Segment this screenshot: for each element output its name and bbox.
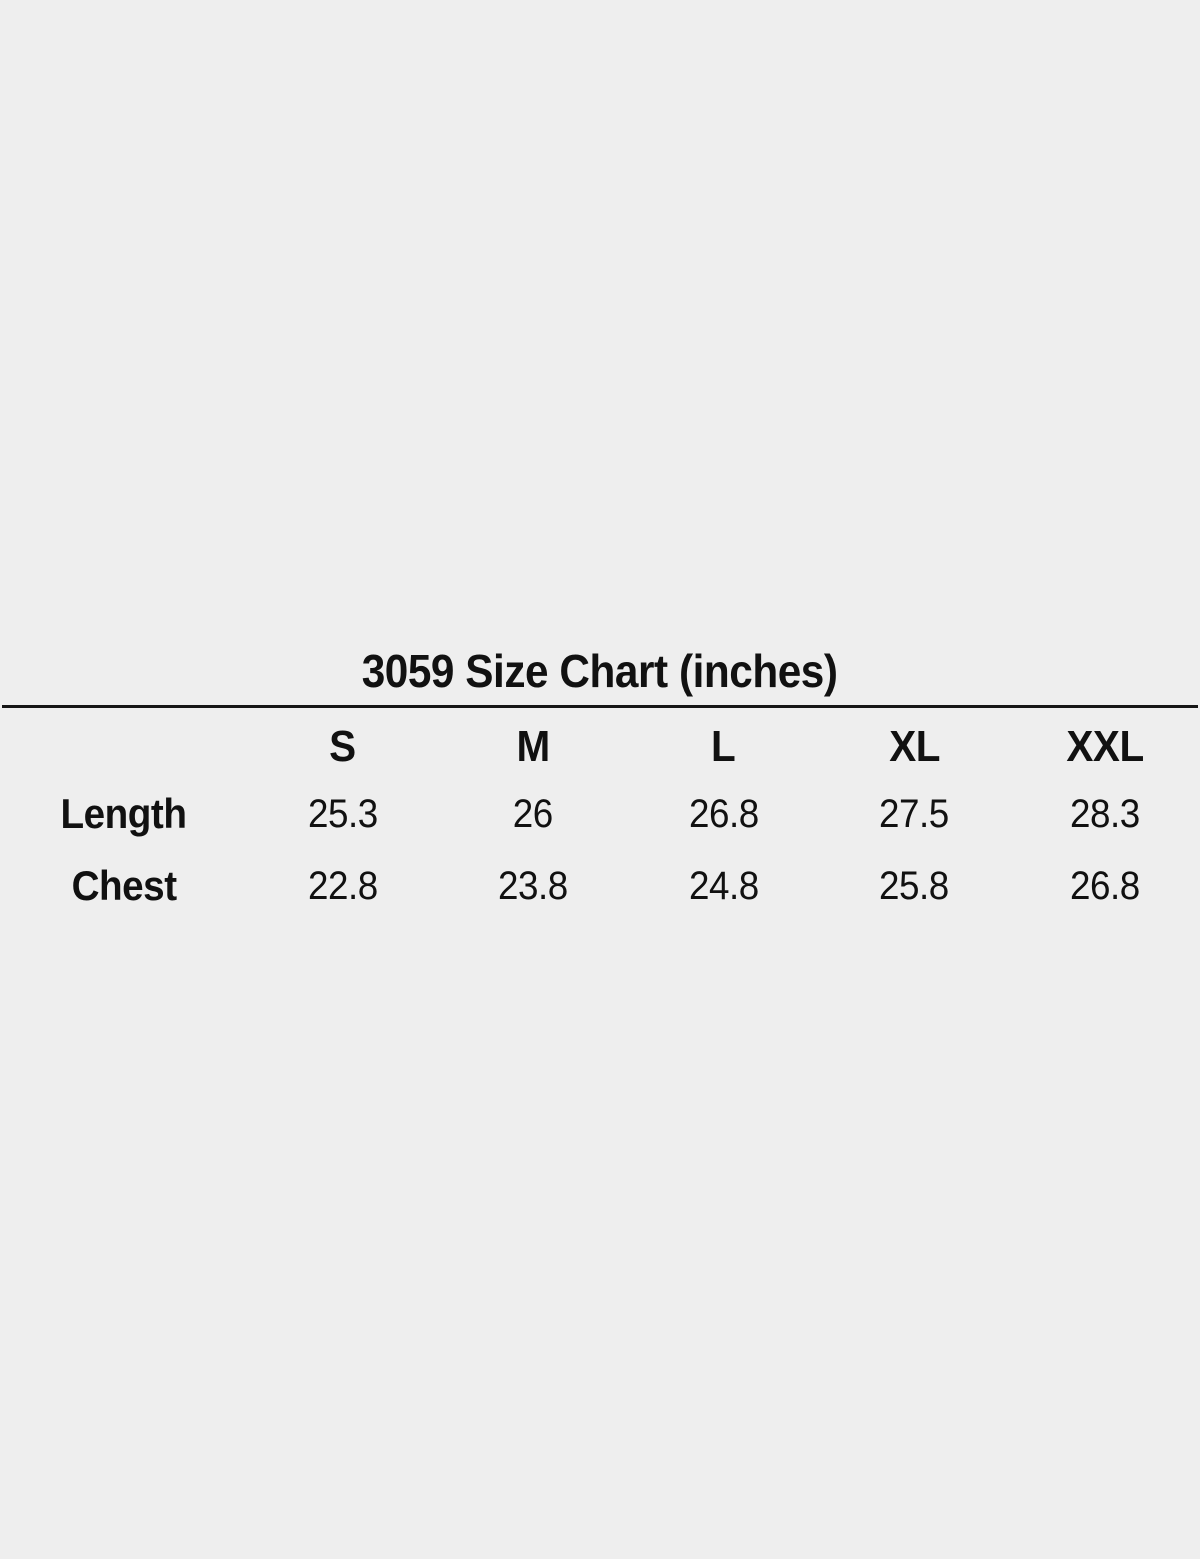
table-row-length: Length 25.3 26 26.8 27.5 28.3 — [0, 778, 1200, 850]
size-header-row: S M L XL XXL — [0, 716, 1200, 778]
header-size-xl-label: XL — [888, 722, 940, 771]
cell-chest-xxl: 26.8 — [1009, 850, 1200, 922]
size-chart-title-text: 3059 Size Chart (inches) — [362, 645, 838, 697]
title-divider-line — [2, 705, 1198, 708]
cell-length-s: 25.3 — [247, 778, 438, 850]
cell-chest-s-value: 22.8 — [307, 863, 378, 908]
header-size-xl: XL — [819, 716, 1010, 778]
header-size-xxl-label: XXL — [1066, 722, 1144, 771]
size-chart-title: 3059 Size Chart (inches) — [0, 646, 1200, 696]
row-label-length-text: Length — [60, 790, 187, 837]
cell-chest-s: 22.8 — [247, 850, 438, 922]
cell-length-xxl-value: 28.3 — [1069, 791, 1140, 836]
cell-length-xxl: 28.3 — [1009, 778, 1200, 850]
cell-chest-l-value: 24.8 — [688, 863, 759, 908]
cell-chest-xl-value: 25.8 — [879, 863, 950, 908]
header-empty-cell — [0, 716, 247, 778]
cell-length-xl: 27.5 — [819, 778, 1010, 850]
cell-length-l-value: 26.8 — [688, 791, 759, 836]
cell-chest-l: 24.8 — [628, 850, 819, 922]
cell-length-m: 26 — [438, 778, 629, 850]
cell-length-xl-value: 27.5 — [879, 791, 950, 836]
row-label-chest-text: Chest — [71, 862, 177, 909]
cell-chest-xl: 25.8 — [819, 850, 1010, 922]
header-size-m-label: M — [516, 722, 550, 771]
size-chart-section: 3059 Size Chart (inches) S M L XL XXL Le… — [0, 646, 1200, 922]
cell-chest-m-value: 23.8 — [498, 863, 568, 908]
cell-chest-xxl-value: 26.8 — [1069, 863, 1140, 908]
cell-chest-m: 23.8 — [438, 850, 629, 922]
header-size-m: M — [438, 716, 629, 778]
table-row-chest: Chest 22.8 23.8 24.8 25.8 26.8 — [0, 850, 1200, 922]
row-label-chest: Chest — [0, 850, 247, 922]
cell-length-l: 26.8 — [628, 778, 819, 850]
row-label-length: Length — [0, 778, 247, 850]
header-size-xxl: XXL — [1009, 716, 1200, 778]
header-size-l-label: L — [711, 722, 736, 771]
cell-length-s-value: 25.3 — [307, 791, 378, 836]
cell-length-m-value: 26 — [513, 791, 554, 836]
header-size-s: S — [247, 716, 438, 778]
header-size-s-label: S — [329, 722, 356, 771]
header-size-l: L — [628, 716, 819, 778]
size-chart-table: S M L XL XXL Length 25.3 26 26.8 27.5 28… — [0, 716, 1200, 922]
